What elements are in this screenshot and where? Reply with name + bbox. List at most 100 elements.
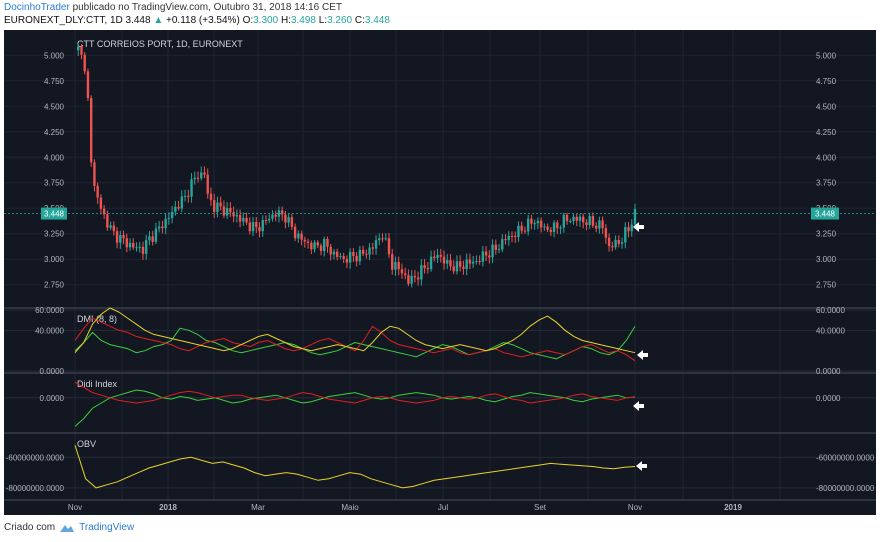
candle-body bbox=[491, 244, 494, 258]
up-triangle-icon: ▲ bbox=[153, 15, 164, 26]
candle-body bbox=[481, 251, 485, 262]
candle-body bbox=[212, 199, 216, 212]
candle-body bbox=[106, 214, 109, 228]
candle-body bbox=[128, 242, 132, 248]
candle-body bbox=[222, 206, 226, 216]
candle-body bbox=[316, 242, 319, 246]
price-tick-right-8: 4.750 bbox=[816, 77, 837, 86]
candle-body bbox=[261, 220, 264, 232]
candle-body bbox=[504, 239, 507, 241]
symbol-label: EURONEXT_DLY:CTT, 1D bbox=[4, 15, 123, 26]
candle-body bbox=[245, 217, 248, 223]
open-label: O: bbox=[242, 15, 254, 26]
candle-body bbox=[585, 222, 588, 225]
candle-body bbox=[264, 220, 268, 222]
candle-body bbox=[112, 225, 116, 232]
arrow-left-icon bbox=[633, 401, 644, 411]
high-label: H: bbox=[280, 15, 291, 26]
candle-body bbox=[588, 216, 591, 225]
candle-body bbox=[381, 238, 384, 240]
candle-body bbox=[598, 220, 601, 229]
candle-body bbox=[329, 246, 332, 255]
candle-body bbox=[494, 244, 498, 250]
candle-body bbox=[578, 216, 582, 221]
candle-body bbox=[203, 172, 206, 175]
candle-body bbox=[355, 255, 358, 262]
price-pane-title: CTT CORREIOS PORT, 1D, EURONEXT bbox=[77, 39, 243, 49]
candle-body bbox=[630, 224, 633, 232]
candle-body bbox=[523, 230, 527, 232]
candle-body bbox=[232, 212, 235, 217]
candle-body bbox=[536, 220, 540, 224]
high-value: 3.498 bbox=[290, 15, 316, 26]
candle-body bbox=[426, 268, 430, 270]
candle-body bbox=[391, 254, 394, 270]
pane3-tick-left-0: -60000000.0000 bbox=[6, 453, 65, 462]
candle-body bbox=[387, 238, 391, 255]
candle-body bbox=[125, 238, 128, 248]
candle-body bbox=[271, 214, 274, 219]
price-tick-left-2: 3.250 bbox=[44, 230, 65, 239]
candle-body bbox=[562, 214, 565, 228]
pane2-title: Didi Index bbox=[77, 379, 118, 389]
tradingview-link[interactable]: TradingView bbox=[79, 522, 135, 533]
candle-body bbox=[510, 235, 514, 237]
candle-body bbox=[209, 193, 213, 200]
candle-body bbox=[89, 98, 93, 163]
candle-body bbox=[235, 215, 239, 217]
candle-body bbox=[300, 233, 303, 240]
x-tick-5: Set bbox=[534, 503, 547, 512]
candle-body bbox=[575, 216, 578, 221]
candle-body bbox=[378, 238, 381, 241]
price-tick-right-0: 2.750 bbox=[816, 281, 837, 290]
candle-body bbox=[83, 54, 86, 72]
candle-body bbox=[539, 220, 543, 228]
candle-body bbox=[403, 273, 407, 276]
pane1-series-red bbox=[74, 317, 636, 362]
candle-body bbox=[465, 259, 468, 269]
author-link[interactable]: DocinhoTrader bbox=[4, 2, 70, 13]
candle-body bbox=[187, 195, 190, 197]
low-value: 3.260 bbox=[327, 15, 353, 26]
candle-body bbox=[183, 195, 187, 197]
candle-body bbox=[225, 207, 229, 216]
candle-body bbox=[251, 222, 255, 232]
candle-body bbox=[468, 259, 472, 264]
pane1-series-yellow bbox=[74, 307, 636, 354]
price-tick-right-7: 4.500 bbox=[816, 102, 837, 111]
candle-body bbox=[115, 231, 119, 243]
price-tick-left-0: 2.750 bbox=[44, 281, 65, 290]
candle-body bbox=[591, 216, 595, 226]
candle-body bbox=[429, 256, 433, 270]
price-tick-right-9: 5.000 bbox=[816, 51, 837, 60]
candle-body bbox=[517, 225, 520, 237]
candle-body bbox=[556, 222, 559, 228]
candle-body bbox=[607, 237, 611, 247]
candle-body bbox=[326, 238, 329, 247]
candle-body bbox=[488, 255, 491, 258]
candle-body bbox=[313, 242, 316, 250]
candle-body bbox=[520, 225, 523, 231]
candle-body bbox=[423, 265, 426, 269]
candle-body bbox=[297, 233, 300, 239]
candle-body bbox=[416, 277, 420, 280]
candle-body bbox=[627, 227, 630, 232]
candle-body bbox=[620, 242, 624, 244]
pane1-series-green bbox=[74, 326, 636, 360]
price-tick-left-4: 3.750 bbox=[44, 179, 65, 188]
candle-body bbox=[624, 227, 627, 243]
last-price: 3.448 bbox=[125, 15, 151, 26]
candle-body bbox=[190, 179, 193, 197]
candle-body bbox=[164, 218, 167, 229]
price-tick-left-5: 4.000 bbox=[44, 153, 65, 162]
candle-body bbox=[371, 247, 375, 249]
candle-body bbox=[174, 206, 177, 212]
publish-info: DocinhoTrader publicado no TradingView.c… bbox=[4, 2, 342, 13]
candle-body bbox=[335, 251, 339, 257]
candle-body bbox=[614, 239, 617, 248]
candle-body bbox=[559, 227, 562, 229]
candle-body bbox=[611, 246, 614, 248]
candle-body bbox=[280, 210, 284, 215]
candle-body bbox=[368, 247, 371, 255]
